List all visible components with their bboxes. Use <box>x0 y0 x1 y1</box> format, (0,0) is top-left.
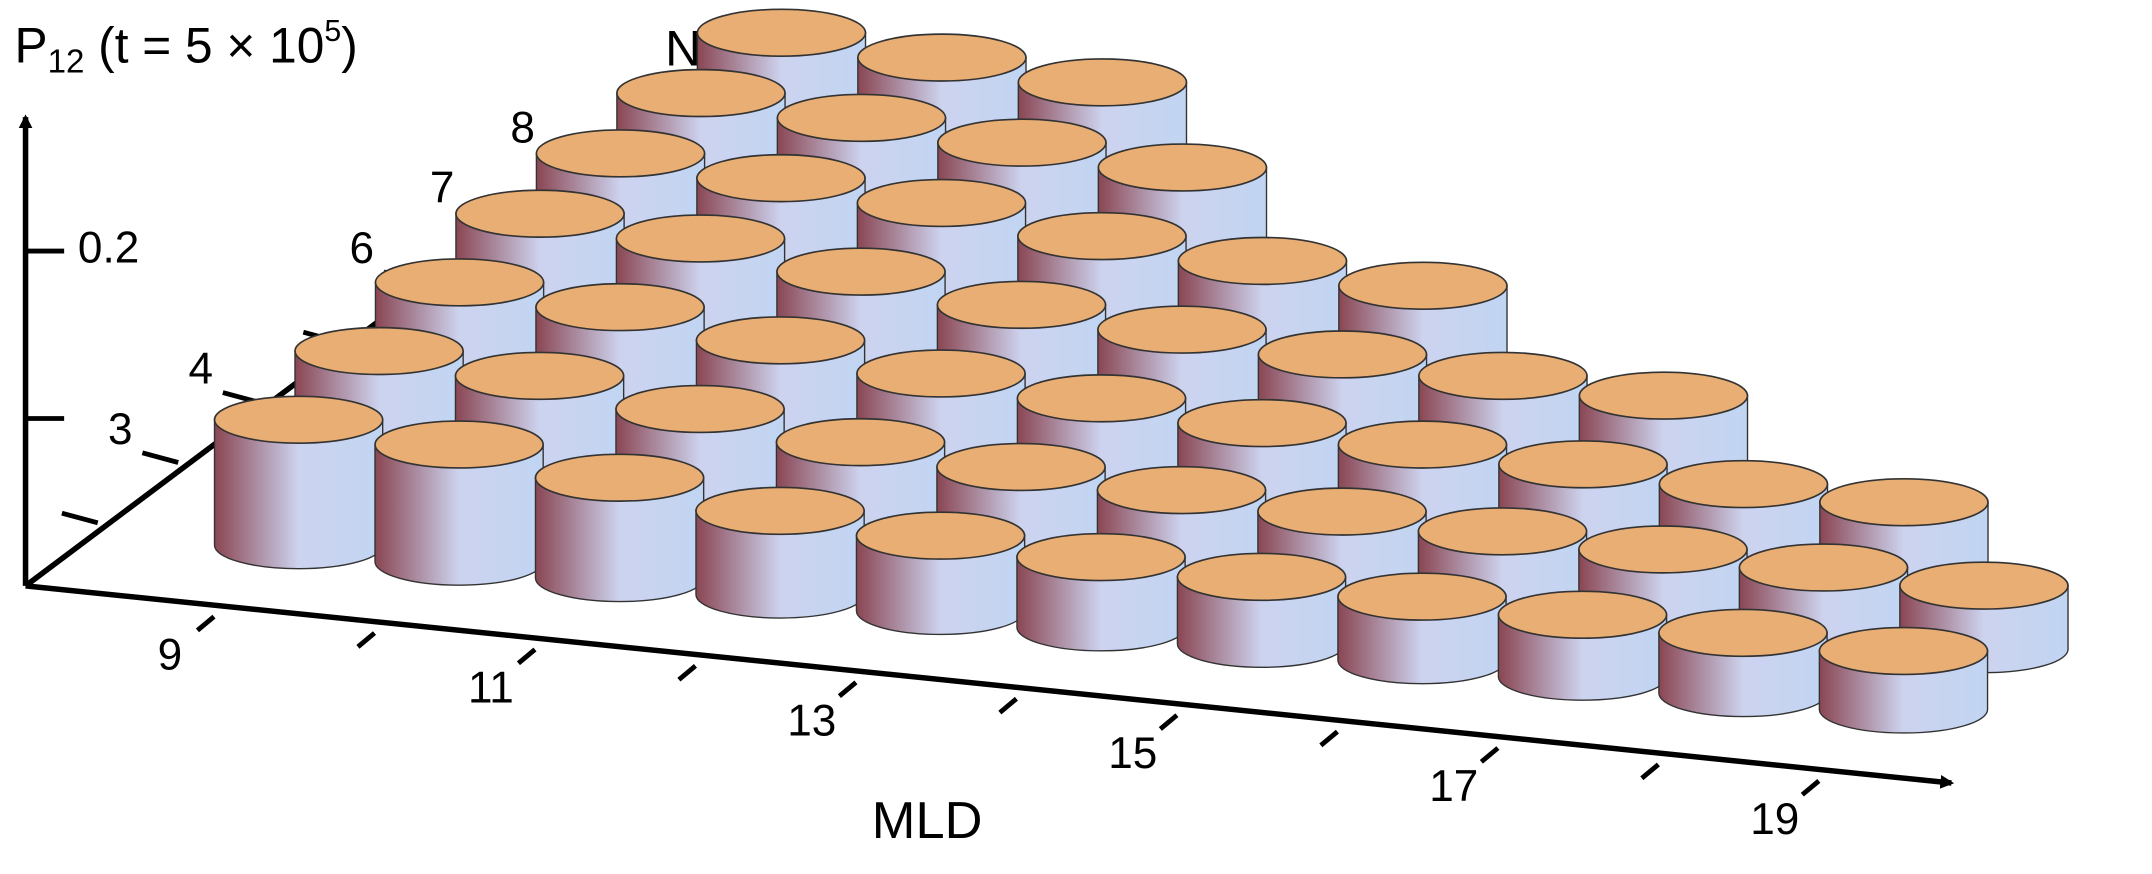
cylinder-top <box>1337 572 1507 621</box>
cylinder-top <box>1658 459 1829 509</box>
cylinder-top <box>535 282 705 332</box>
cylinder-top <box>857 33 1027 82</box>
cylinder-top <box>1017 211 1187 261</box>
x-tick <box>356 631 377 649</box>
cylinder <box>1337 572 1507 685</box>
cylinder-top <box>534 453 705 502</box>
cylinder-top <box>1097 143 1268 192</box>
cylinder-top <box>695 486 865 536</box>
x-tick-label: 17 <box>1429 762 1478 811</box>
np-tick-label: 7 <box>430 164 455 213</box>
cylinder-top <box>1096 465 1267 515</box>
cylinder-top <box>1418 351 1588 401</box>
cylinder-top <box>1417 507 1588 556</box>
cylinder-top <box>1578 371 1749 420</box>
cylinder <box>855 511 1026 636</box>
cylinder-top <box>695 316 866 365</box>
cylinder-top <box>856 178 1027 228</box>
np-tick <box>61 510 99 526</box>
x-tick <box>1800 779 1821 797</box>
cylinder <box>374 420 545 586</box>
cylinder-top <box>937 118 1107 167</box>
cylinder <box>1818 626 1989 734</box>
cylinder-top <box>1578 525 1748 574</box>
cylinder-top <box>1177 236 1348 286</box>
cylinder-top <box>454 351 625 401</box>
cylinder-top <box>1738 543 1909 592</box>
cylinder-top <box>1899 561 2069 610</box>
x-tick-label: 11 <box>468 663 514 712</box>
cylinder-top <box>696 8 867 58</box>
cylinder-top <box>1498 440 1668 489</box>
cylinder <box>213 395 384 570</box>
cylinder-top <box>776 247 946 296</box>
z-tick-label: 0.2 <box>78 224 139 273</box>
x-tick <box>998 696 1018 715</box>
np-tick <box>141 450 179 465</box>
x-axis <box>25 583 1955 789</box>
cylinder-top <box>1177 398 1347 448</box>
cylinder-top <box>855 511 1026 560</box>
np-tick-label: 4 <box>189 345 214 394</box>
cylinder-top <box>455 189 625 238</box>
cylinder-top <box>1097 305 1267 354</box>
x-tick-label: 19 <box>1750 795 1799 844</box>
cylinder-top <box>374 420 545 469</box>
x-axis-label: MLD <box>872 792 983 850</box>
x-tick-label: 15 <box>1108 729 1157 778</box>
z-axis-label: P12 (t = 5 × 105) <box>15 15 358 80</box>
cylinder-top <box>535 129 706 178</box>
x-tick <box>837 680 858 698</box>
cylinder-top <box>1257 330 1428 379</box>
cylinder <box>534 453 705 603</box>
np-tick-label: 3 <box>108 405 133 454</box>
cylinder-top <box>1338 261 1508 311</box>
x-tick <box>677 664 697 682</box>
cylinder <box>1176 552 1347 668</box>
cylinder-top <box>374 258 545 307</box>
x-tick <box>1640 762 1660 781</box>
cylinder-top <box>1497 590 1668 640</box>
cylinder-top <box>1818 626 1989 676</box>
cylinder-top <box>1176 552 1347 602</box>
cylinder-top <box>615 384 785 434</box>
cylinder-top <box>856 349 1026 398</box>
cylinder-top <box>1257 487 1427 536</box>
x-tick-label: 9 <box>158 631 183 680</box>
cylinder <box>695 486 865 619</box>
cylinder <box>1658 608 1828 718</box>
cylinder-top <box>775 417 946 467</box>
np-tick-label: 8 <box>510 103 535 152</box>
x-tick <box>1319 729 1339 748</box>
x-tick <box>1479 746 1500 764</box>
x-tick <box>195 614 216 633</box>
cylinder-top <box>776 93 947 143</box>
cylinder-top <box>1016 532 1186 582</box>
cylinder-top <box>936 280 1107 330</box>
cylinder-top <box>616 68 786 118</box>
x-tick-label: 13 <box>787 696 836 745</box>
np-tick-label: 6 <box>349 224 374 273</box>
cylinder-top <box>213 395 384 445</box>
cylinder-top <box>1016 374 1187 423</box>
cylinder-top <box>936 442 1106 492</box>
cylinder-top <box>294 326 464 376</box>
cylinder-top <box>1819 477 1989 527</box>
cylinder <box>1016 532 1186 652</box>
cylinder-top <box>1658 608 1828 658</box>
cylinder-top <box>1337 420 1508 469</box>
cylinder-top <box>1017 58 1188 107</box>
x-tick <box>1158 713 1179 731</box>
cylinder-top <box>615 214 786 263</box>
cylinder-top <box>696 153 866 203</box>
cylinder <box>1497 590 1668 701</box>
x-tick <box>516 647 537 666</box>
